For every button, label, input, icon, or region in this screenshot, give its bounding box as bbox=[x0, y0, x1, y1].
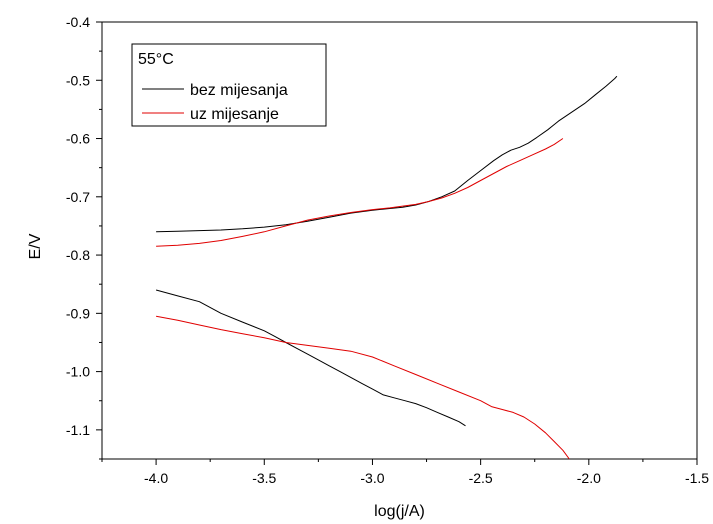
y-axis: -0.4 -0.5 -0.6 -0.7 -0.8 -0.9 -1.0 -1.1 bbox=[66, 14, 102, 460]
y-tick-label: -1.0 bbox=[66, 364, 90, 380]
series-line-bez-mijesanja-cathodic bbox=[155, 289, 466, 427]
x-tick-label: -4.0 bbox=[144, 470, 168, 486]
y-tick-label: -0.9 bbox=[66, 305, 90, 321]
series-line-uz-mijesanje-anodic bbox=[156, 138, 564, 247]
legend-box bbox=[131, 43, 327, 127]
legend-title: 55°C bbox=[138, 51, 174, 68]
legend: 55°C bez mijesanja uz mijesanje bbox=[131, 43, 327, 127]
y-tick-label: -0.8 bbox=[66, 247, 90, 263]
x-tick-label: -1.5 bbox=[685, 470, 709, 486]
y-tick-label: -0.6 bbox=[66, 131, 90, 147]
series-layer bbox=[155, 75, 618, 460]
y-tick-label: -0.5 bbox=[66, 72, 90, 88]
x-tick-label: -2.0 bbox=[577, 470, 601, 486]
legend-label-bez-mijesanja: bez mijesanja bbox=[190, 82, 288, 99]
x-tick-label: -3.0 bbox=[360, 470, 384, 486]
legend-label-uz-mijesanje: uz mijesanje bbox=[190, 106, 279, 123]
y-tick-label: -1.1 bbox=[66, 422, 90, 438]
x-tick-label: -2.5 bbox=[469, 470, 493, 486]
x-axis-title: log(j/A) bbox=[374, 503, 425, 520]
series-line-uz-mijesanje-cathodic bbox=[156, 315, 570, 460]
plot-area-frame bbox=[101, 21, 698, 460]
series-line-bez-mijesanja-anodic bbox=[156, 75, 618, 233]
y-tick-label: -0.7 bbox=[66, 189, 90, 205]
x-tick-label: -3.5 bbox=[252, 470, 276, 486]
y-tick-label: -0.4 bbox=[66, 14, 90, 30]
y-axis-title: E/V bbox=[27, 233, 44, 259]
x-axis: -4.0 -3.5 -3.0 -2.5 -2.0 -1.5 bbox=[101, 459, 709, 486]
